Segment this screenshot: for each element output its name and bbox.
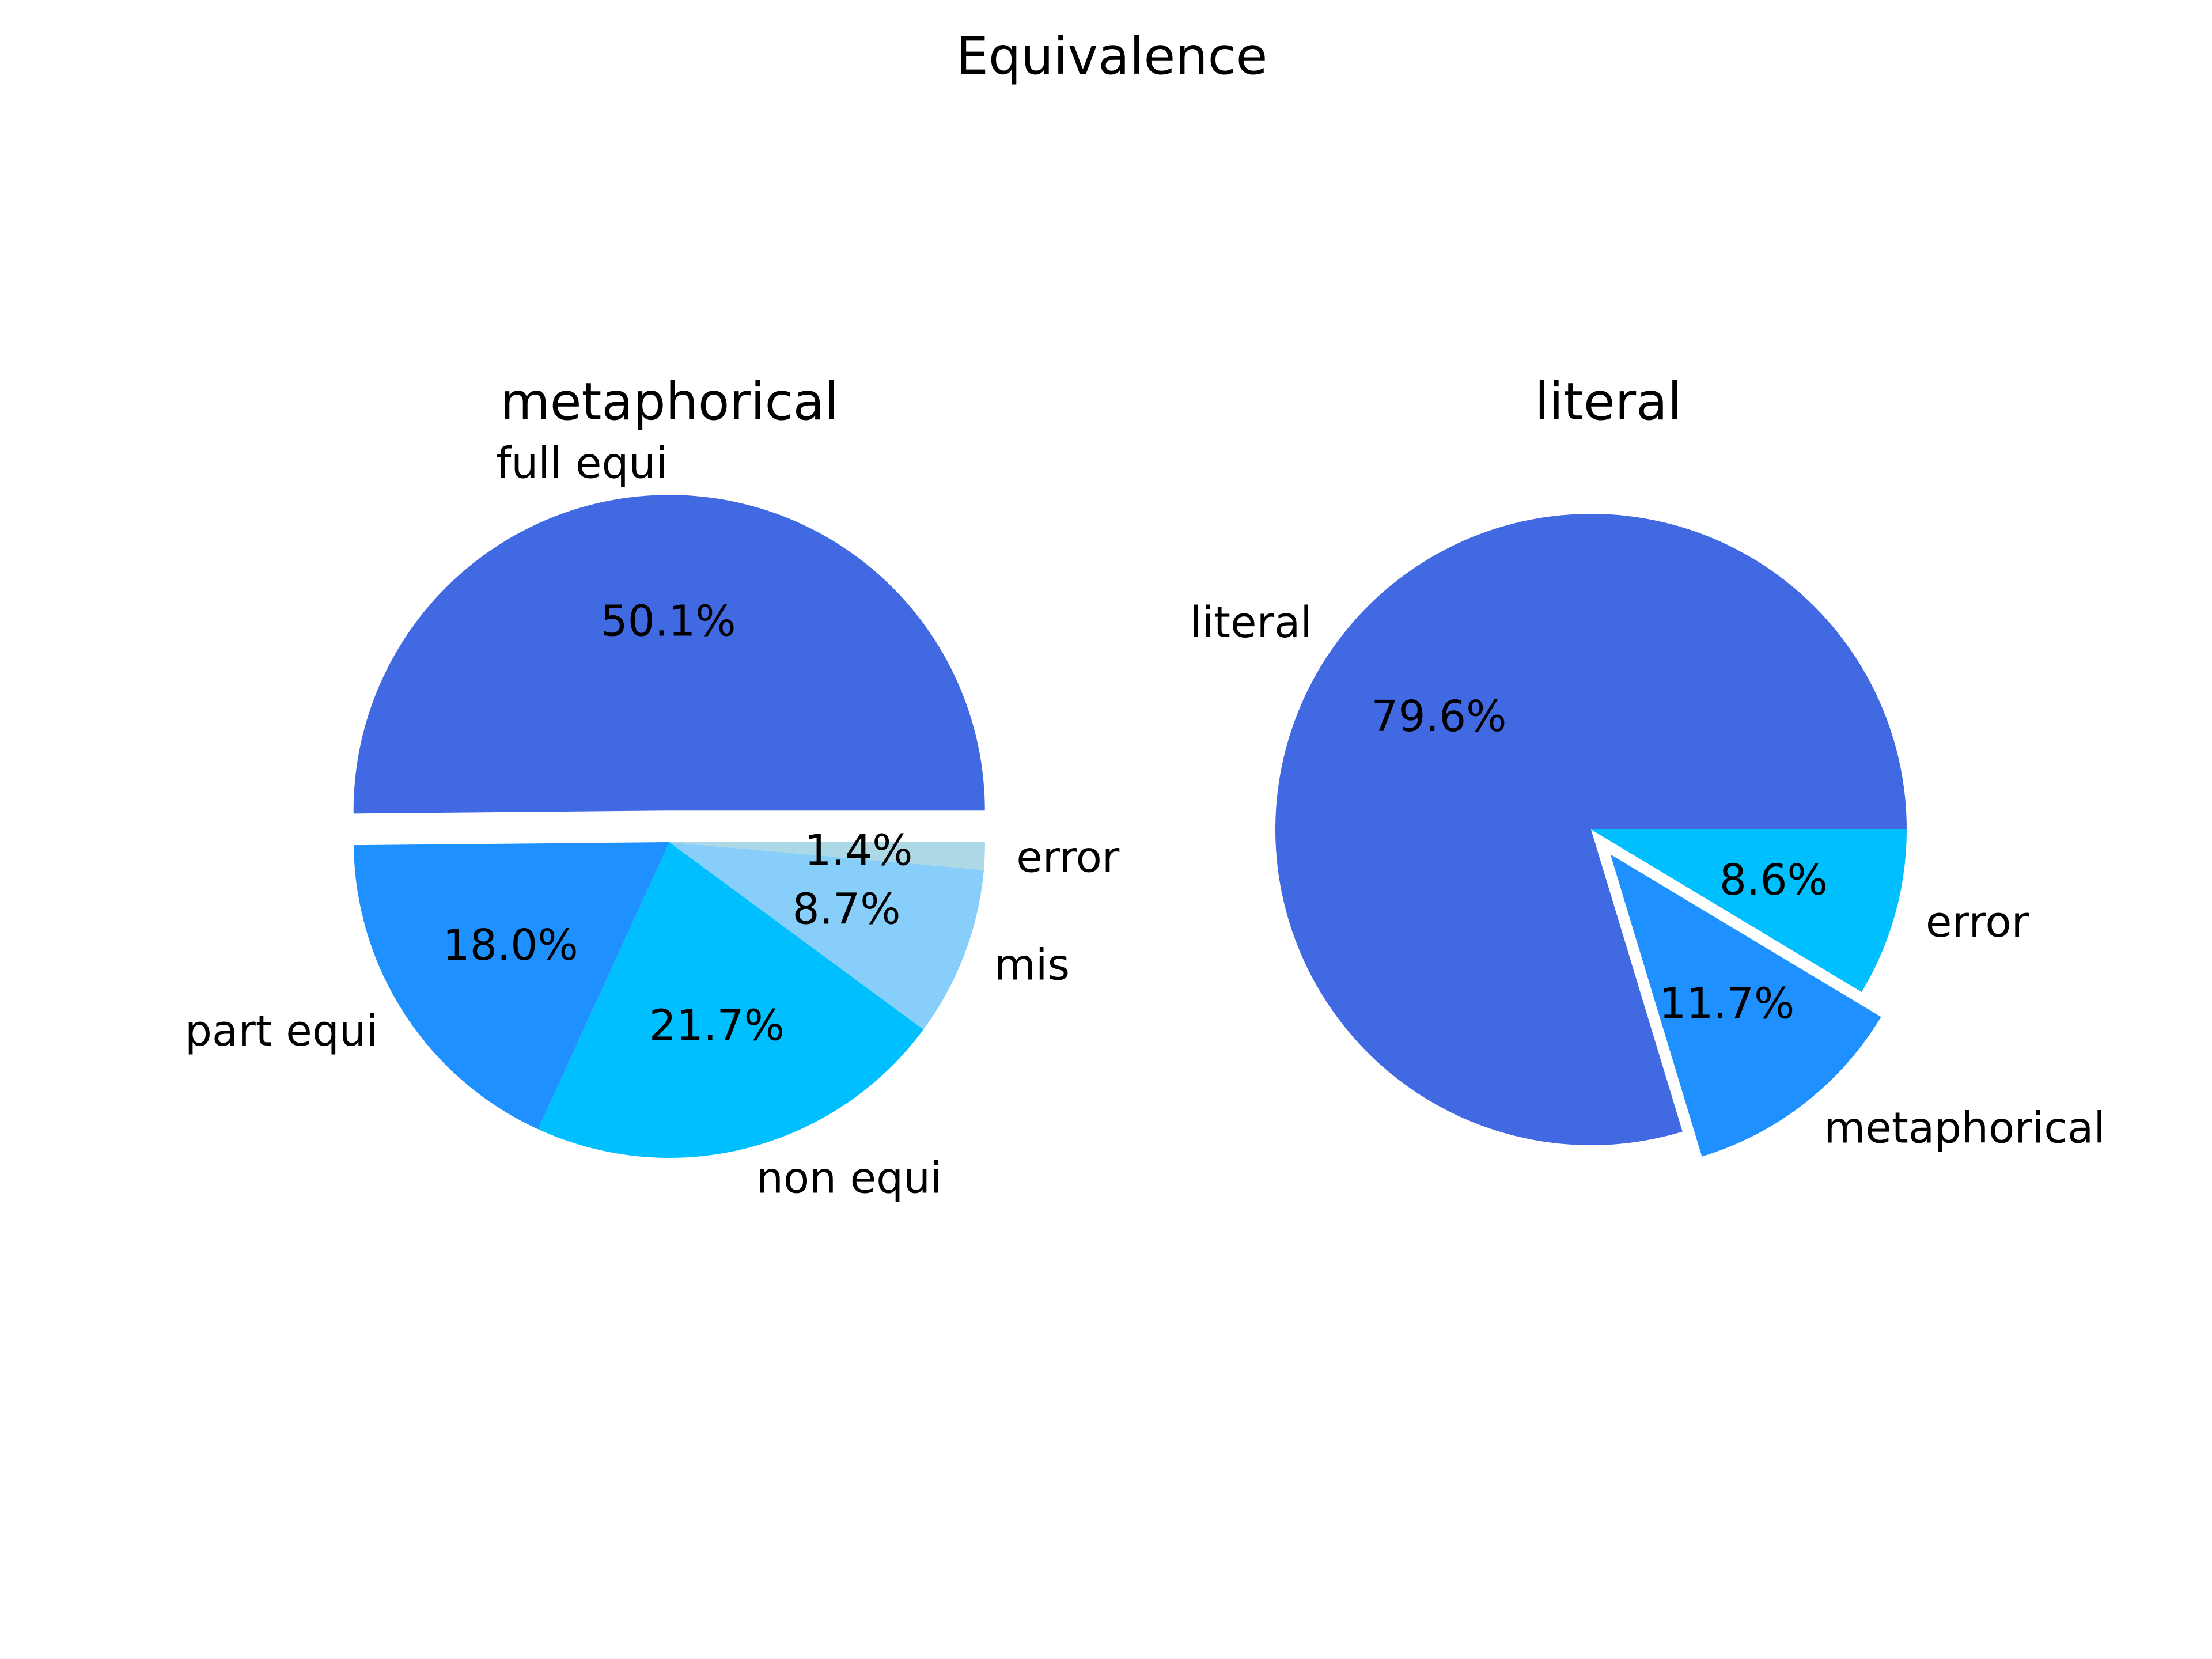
slice-percent-part-equi: 18.0%: [443, 921, 578, 970]
pie-slice-metaphorical: [1610, 854, 1881, 1157]
slice-label-error: error: [1016, 833, 1120, 882]
pie-labels-literal: literal 79.6% metaphorical 11.7% error 8.6%: [1190, 598, 2105, 1153]
pie-chart-metaphorical: metaphorical full equi 50.1% part equi 18.0…: [185, 372, 1120, 1203]
slice-label-error: error: [1926, 897, 2029, 947]
pie-title-literal: literal: [1535, 372, 1682, 431]
slice-percent-error: 8.6%: [1719, 855, 1828, 905]
slice-percent-full-equi: 50.1%: [601, 596, 736, 646]
slice-label-literal: literal: [1190, 598, 1312, 647]
pie-slice-part-equi: [354, 842, 669, 1130]
pie-title-metaphorical: metaphorical: [500, 372, 839, 431]
pie-chart-literal: literal literal 79.6% metaphorical 11.7% err…: [1190, 372, 2105, 1157]
pie-slice-error: [669, 842, 985, 870]
pie-slice-non-equi: [537, 842, 924, 1158]
slice-percent-non-equi: 21.7%: [649, 1001, 785, 1050]
slice-label-metaphorical: metaphorical: [1824, 1104, 2105, 1153]
slice-percent-metaphorical: 11.7%: [1659, 979, 1794, 1029]
slice-label-full-equi: full equi: [496, 438, 668, 488]
pie-slices-literal: [1275, 514, 1907, 1157]
slice-label-mis: mis: [994, 940, 1070, 990]
pie-slice-mis: [669, 842, 984, 1030]
pie-slice-full-equi: [353, 495, 985, 814]
pie-slice-error: [1591, 830, 1907, 993]
pie-labels-metaphorical: full equi 50.1% part equi 18.0% non equi 21.7…: [185, 438, 1120, 1203]
slice-label-part-equi: part equi: [185, 1006, 378, 1056]
slice-percent-mis: 8.7%: [793, 884, 901, 934]
slice-percent-literal: 79.6%: [1371, 692, 1506, 741]
figure-title: Equivalence: [956, 26, 1268, 86]
pie-slices-metaphorical: [353, 495, 985, 1158]
slice-percent-error: 1.4%: [804, 825, 912, 875]
slice-label-non-equi: non equi: [756, 1154, 942, 1203]
